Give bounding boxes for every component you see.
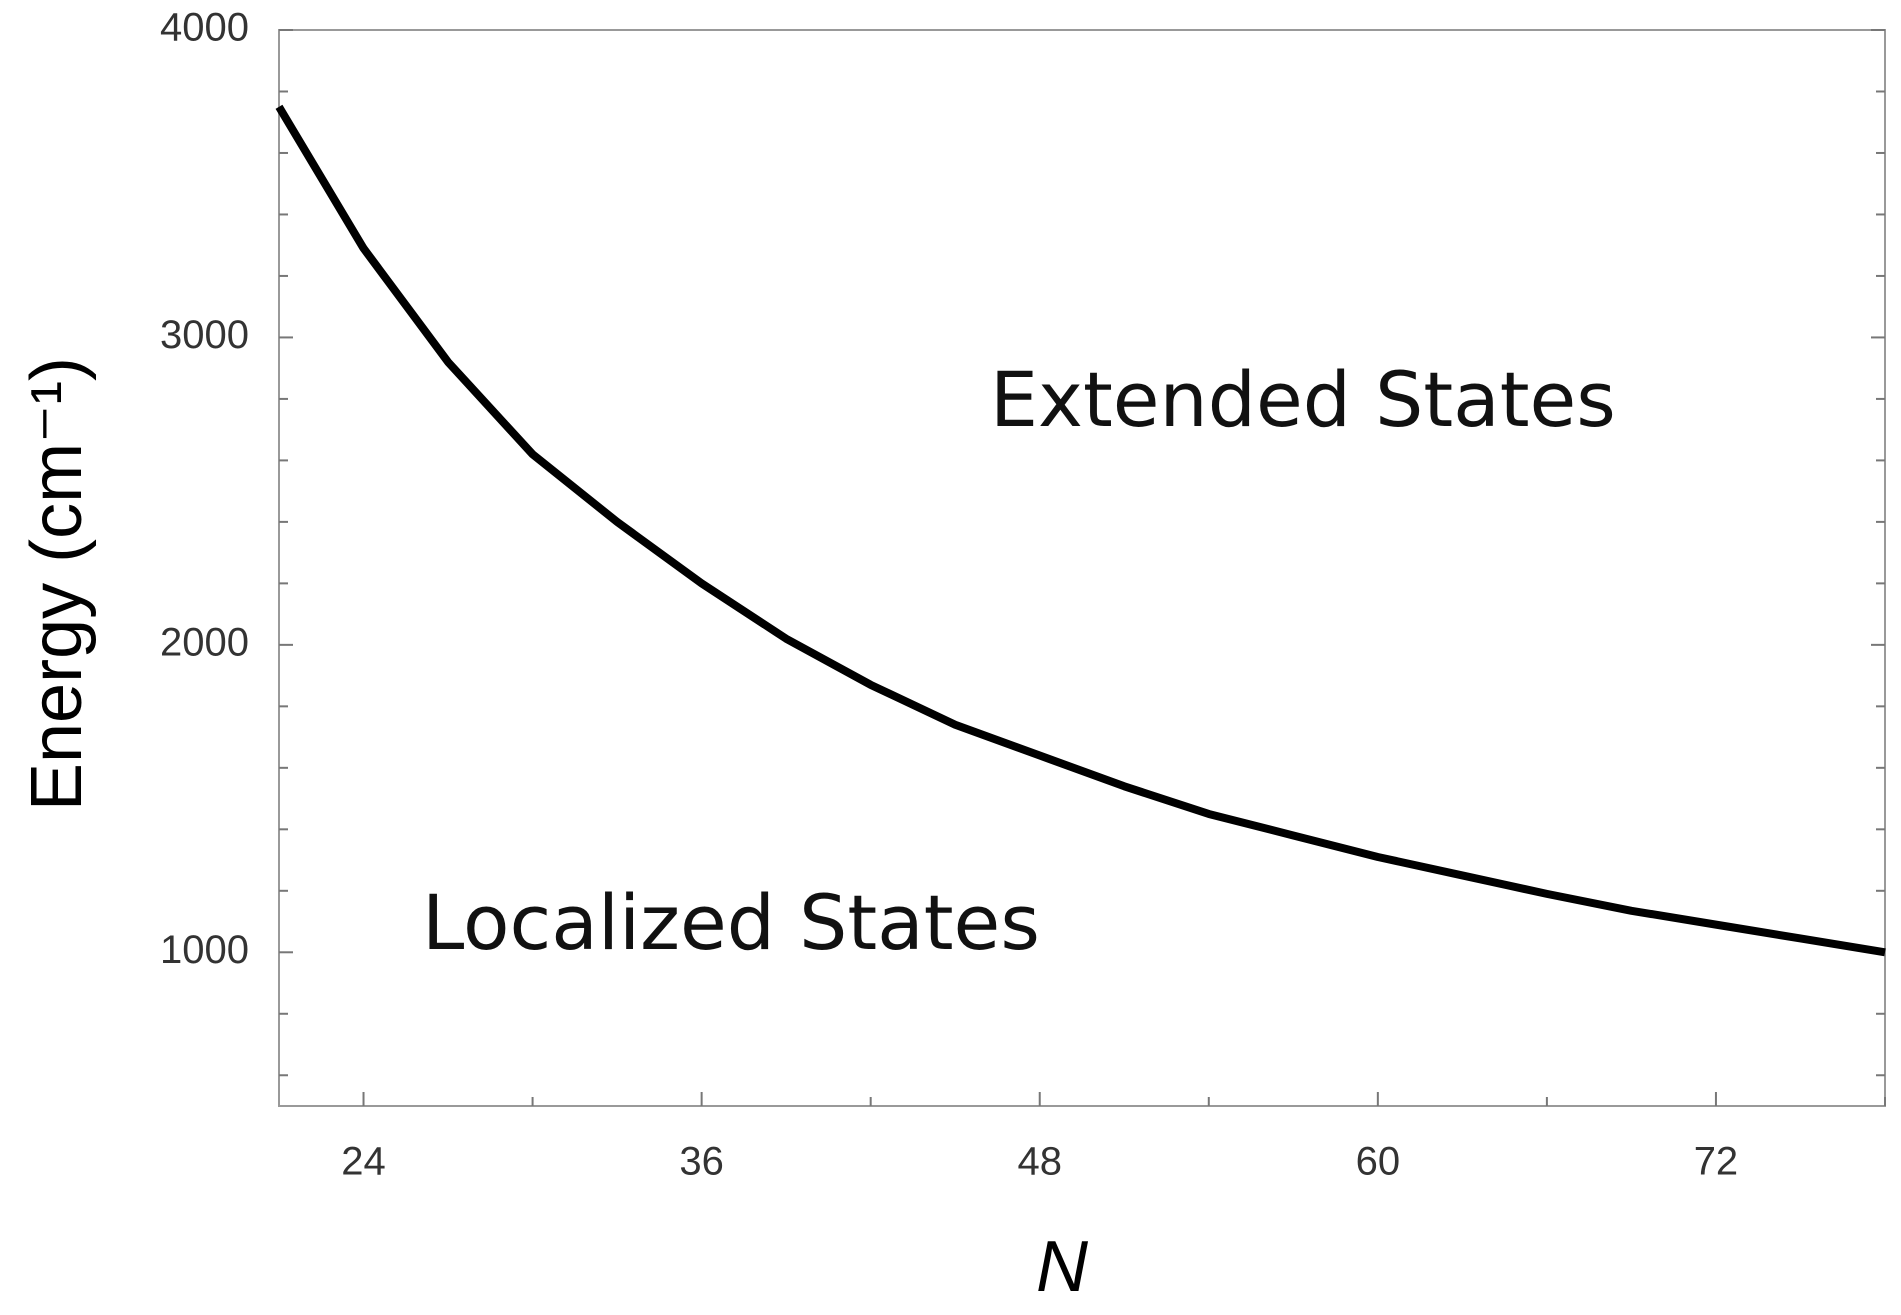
x-tick-label: 36 (679, 1140, 724, 1184)
x-tick-label: 72 (1694, 1140, 1739, 1184)
y-tick-label: 3000 (160, 313, 249, 357)
plot-frame (278, 29, 1886, 1107)
line (275, 104, 1886, 957)
x-tick-label: 24 (341, 1140, 386, 1184)
x-tick-label: 60 (1356, 1140, 1401, 1184)
x-axis-title: N (1036, 1227, 1089, 1307)
y-tick-label: 2000 (160, 620, 249, 664)
y-axis-title: Energy (cm⁻¹) (17, 357, 97, 811)
annotation: Localized States (422, 878, 1040, 967)
x-tick-label: 48 (1017, 1140, 1062, 1184)
y-tick-label: 1000 (160, 928, 249, 972)
annotation: Extended States (990, 355, 1616, 444)
y-tick-label: 4000 (160, 6, 249, 50)
